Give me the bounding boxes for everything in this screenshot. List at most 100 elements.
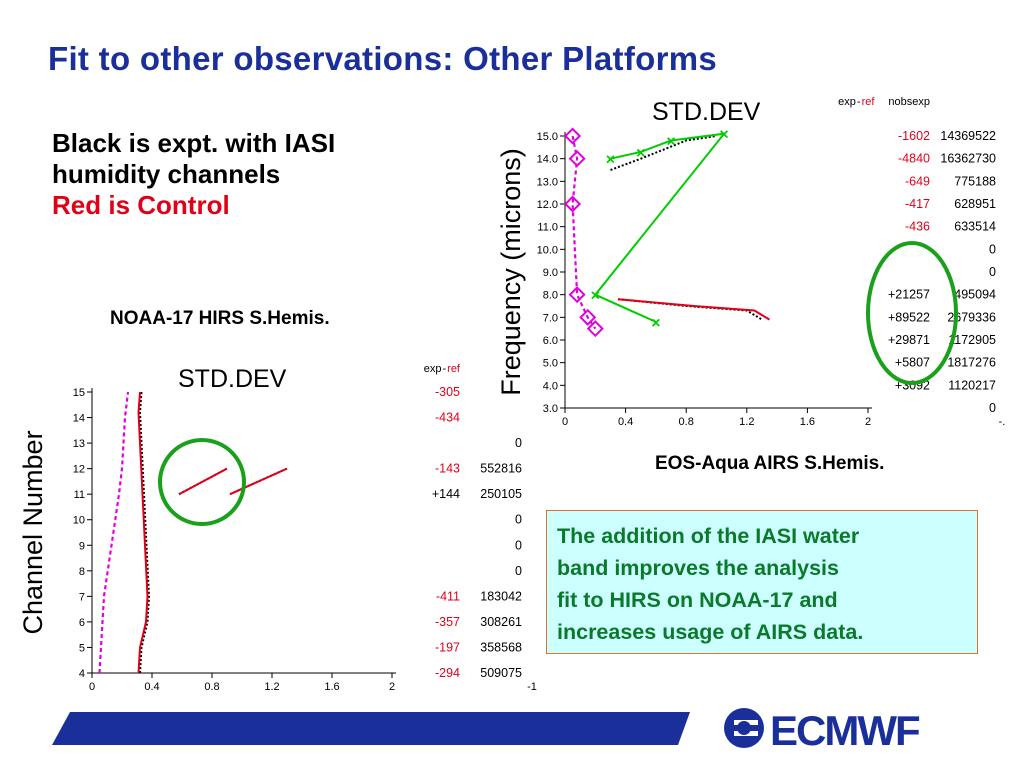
x-tick-label: 1.6 xyxy=(800,416,815,428)
hirs-plot-label: NOAA-17 HIRS S.Hemis. xyxy=(110,308,330,329)
magenta-series-line xyxy=(98,391,130,674)
magenta-diamond-marker xyxy=(586,320,604,338)
y-tick-label: 4 xyxy=(79,668,85,680)
ecmwf-logo: ECMWF xyxy=(724,707,922,753)
y-axis-title: Channel Number xyxy=(18,430,48,634)
experiment-series-line xyxy=(610,135,717,171)
diff-value: +5807 xyxy=(895,356,930,370)
nobs-value: 1172905 xyxy=(948,333,996,347)
highlight-circle-airs xyxy=(866,241,958,385)
y-tick-label: 10 xyxy=(73,515,85,527)
x-tick-label: 2 xyxy=(389,681,395,693)
y-tick-label: 9 xyxy=(79,540,85,552)
green-series-line xyxy=(593,132,727,323)
experiment-series-line xyxy=(138,391,151,674)
x-tick-label: 1.6 xyxy=(324,681,339,693)
y-tick-label: 13 xyxy=(73,438,85,450)
control-series-line xyxy=(137,391,149,674)
column-header-part: nobsexp xyxy=(888,96,930,108)
airs-plot-label: EOS-Aqua AIRS S.Hemis. xyxy=(655,453,885,474)
x-tick-label: 0.8 xyxy=(679,416,694,428)
x-tick-label: 0 xyxy=(89,681,95,693)
diff-value: -411 xyxy=(436,589,460,603)
control-series-line xyxy=(617,298,771,321)
green-x-marker: × xyxy=(591,288,600,305)
y-tick-label: 11 xyxy=(74,489,85,501)
nobs-value: 308261 xyxy=(480,615,522,629)
y-tick-label: 12.0 xyxy=(537,199,558,211)
intro-line-3: Red is Control xyxy=(52,190,230,220)
diff-value: -1602 xyxy=(898,129,930,143)
nobs-value: 0 xyxy=(515,538,522,552)
nobs-value: 0 xyxy=(515,513,522,527)
column-header-part: ref xyxy=(862,96,876,108)
y-tick-label: 14.0 xyxy=(537,154,558,166)
column-header-part: - xyxy=(857,96,861,108)
y-tick-label: 5 xyxy=(79,642,85,654)
magenta-diamond-marker xyxy=(568,286,586,304)
nobs-value: 2679336 xyxy=(947,310,996,324)
x-tick-label: 1.2 xyxy=(264,681,279,693)
ecmwf-logo-text: ECMWF xyxy=(770,707,920,753)
y-tick-label: 12 xyxy=(73,464,85,476)
diff-value: -305 xyxy=(435,385,460,399)
nobs-value: 775188 xyxy=(954,174,996,188)
ecmwf-logo-mark xyxy=(724,708,764,748)
diff-value: -294 xyxy=(435,666,460,680)
y-tick-label: 7.0 xyxy=(543,312,558,324)
green-x-marker: × xyxy=(636,145,645,162)
nobs-value: 183042 xyxy=(480,589,522,603)
nobs-value: 250105 xyxy=(480,487,522,501)
control-series-line xyxy=(229,467,288,496)
green-x-marker: × xyxy=(651,315,660,332)
y-tick-label: 11.0 xyxy=(537,222,558,234)
magenta-diamond-marker xyxy=(568,150,586,168)
column-header: exp-ref nobsexp xyxy=(838,96,930,108)
note-line-1: The addition of the IASI water xyxy=(557,524,860,548)
y-axis-title: Frequency (microns) xyxy=(496,148,526,396)
magenta-diamond-marker xyxy=(579,308,597,326)
x-tick-label: 0 xyxy=(562,416,568,428)
y-tick-label: 8 xyxy=(79,566,85,578)
column-header-part: ref xyxy=(447,363,461,375)
intro-line-2: humidity channels xyxy=(52,159,281,189)
y-tick-label: 15 xyxy=(73,387,85,399)
column-header: exp-ref xyxy=(424,363,461,375)
nobs-value: 0 xyxy=(515,436,522,450)
note-line-3: fit to HIRS on NOAA-17 and xyxy=(557,588,838,612)
note-line-4: increases usage of AIRS data. xyxy=(557,620,864,644)
y-tick-label: 7 xyxy=(79,591,85,603)
column-header-part: exp xyxy=(838,96,856,108)
note-line-2: band improves the analysis xyxy=(557,556,839,580)
nobs-value: 552816 xyxy=(480,462,522,476)
y-tick-label: 13.0 xyxy=(537,176,558,188)
magenta-series-line xyxy=(571,135,597,330)
green-x-marker: × xyxy=(666,134,675,151)
x-edge-tick-label: -1 xyxy=(527,681,537,693)
nobs-value: 358568 xyxy=(480,640,522,654)
x-tick-label: 0.4 xyxy=(618,416,633,428)
airs-chart: STD.DEV Frequency (microns) 3.0 4.0 5.0 6.0 7.… xyxy=(496,96,1005,428)
nobs-value: 1817276 xyxy=(947,356,996,370)
nobs-value: 14369522 xyxy=(940,129,996,143)
nobs-value: 0 xyxy=(989,265,996,279)
intro-text: Black is expt. with IASI humidity channe… xyxy=(52,128,335,221)
nobs-value: 495094 xyxy=(954,288,996,302)
slide-title: Fit to other observations: Other Platfor… xyxy=(48,40,718,77)
x-tick-label: 0.4 xyxy=(144,681,159,693)
nobs-value: 0 xyxy=(989,242,996,256)
diff-value: -357 xyxy=(435,615,460,629)
diff-value: -434 xyxy=(435,411,460,425)
nobs-value: 628951 xyxy=(954,197,996,211)
diff-value: -436 xyxy=(905,220,930,234)
magenta-diamond-marker xyxy=(564,195,582,213)
y-tick-label: 3.0 xyxy=(543,403,558,415)
y-tick-label: 8.0 xyxy=(543,290,558,302)
y-tick-label: 4.0 xyxy=(543,380,558,392)
note-box: The addition of the IASI water band impr… xyxy=(546,510,978,654)
x-tick-label: 0.8 xyxy=(204,681,219,693)
diff-value: -417 xyxy=(905,197,930,211)
y-tick-label: 6.0 xyxy=(543,335,558,347)
diff-value: -649 xyxy=(905,174,930,188)
